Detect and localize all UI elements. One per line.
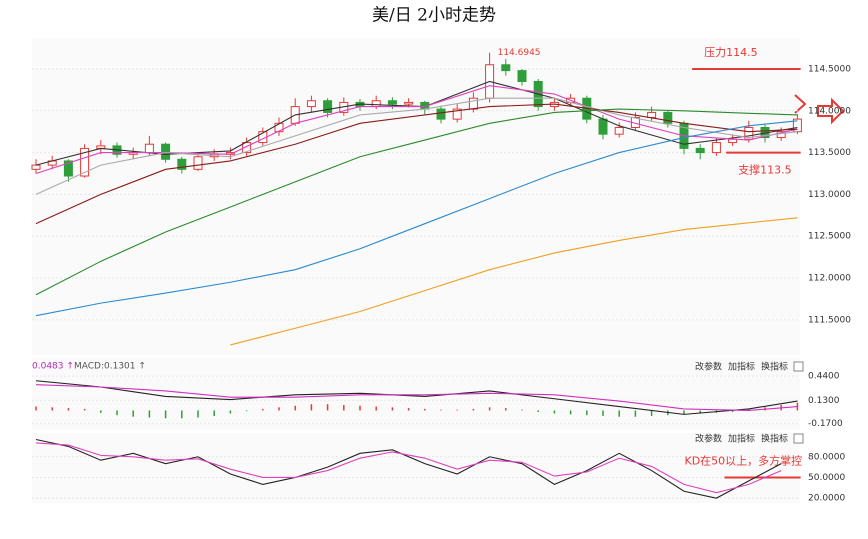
button[interactable]: 加指标	[728, 433, 755, 445]
y-tick-label: 0.1300	[808, 396, 840, 406]
candle	[193, 156, 203, 170]
candle	[614, 126, 624, 135]
candle	[695, 147, 705, 154]
close-button[interactable]	[793, 361, 804, 372]
y-tick-label: 113.0000	[808, 190, 851, 200]
line	[35, 97, 798, 195]
chart-title: 美/日 2小时走势	[372, 6, 496, 26]
y-tick-label: 114.0000	[808, 106, 851, 116]
macd-panel	[32, 358, 800, 430]
y-tick-label: 20.0000	[808, 494, 845, 504]
candle	[404, 101, 414, 105]
candle	[80, 147, 90, 177]
candle	[63, 160, 73, 177]
candle	[323, 100, 333, 113]
candle	[517, 70, 527, 82]
annotation: KD在50以上，多方掌控	[685, 453, 803, 467]
kd-panel	[32, 433, 800, 503]
candle	[663, 111, 673, 124]
button[interactable]: 换指标	[761, 433, 788, 445]
y-tick-label: 80.0000	[808, 452, 845, 462]
candle	[371, 100, 381, 108]
annotation: 支撑113.5	[738, 163, 792, 177]
candle	[387, 100, 397, 105]
candle	[711, 142, 721, 154]
arrow-head	[794, 94, 807, 114]
line	[35, 384, 798, 412]
main-panel	[32, 38, 800, 355]
button[interactable]: 改参数	[695, 433, 722, 445]
candle	[144, 143, 154, 154]
y-tick-label: 112.5000	[808, 232, 851, 242]
close-button[interactable]	[793, 433, 804, 444]
line	[35, 120, 798, 317]
indicator-label: 0.0483 ↑	[32, 362, 74, 372]
y-tick-label: 114.5000	[808, 64, 851, 74]
candle	[306, 100, 316, 108]
candle	[436, 108, 446, 120]
y-tick-label: 111.5000	[808, 315, 851, 325]
candle	[598, 118, 608, 135]
line	[35, 103, 798, 225]
line	[35, 108, 798, 296]
line	[35, 438, 782, 499]
line	[35, 380, 798, 415]
candle	[31, 164, 41, 170]
peak-label: 114.6945	[498, 48, 541, 58]
candle	[647, 111, 657, 118]
y-tick-label: 0.4400	[808, 372, 840, 382]
line	[35, 442, 782, 494]
y-tick-label: 50.0000	[808, 473, 845, 483]
line	[230, 217, 798, 346]
button[interactable]: 换指标	[761, 361, 788, 373]
candle	[468, 97, 478, 110]
candle	[161, 143, 171, 160]
arrow	[817, 97, 845, 125]
candle	[744, 126, 754, 140]
annotation: 压力114.5	[704, 46, 758, 59]
y-tick-label: 113.5000	[808, 148, 851, 158]
candle	[501, 64, 511, 72]
button[interactable]: 加指标	[728, 361, 755, 373]
y-tick-label: -0.1700	[808, 419, 843, 429]
indicator-label: MACD:0.1301 ↑	[74, 362, 146, 372]
candle	[452, 108, 462, 120]
y-tick-label: 112.0000	[808, 274, 851, 284]
candle	[177, 158, 187, 170]
button[interactable]: 改参数	[695, 361, 722, 373]
